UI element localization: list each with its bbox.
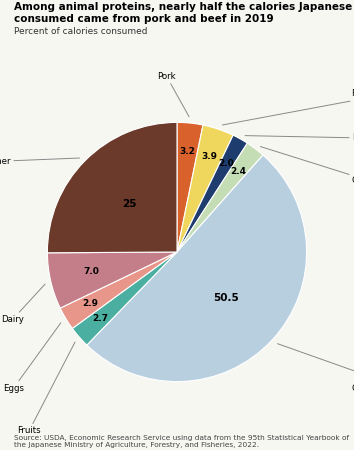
Text: Among animal proteins, nearly half the calories Japanese adults: Among animal proteins, nearly half the c… — [14, 2, 354, 12]
Wedge shape — [60, 252, 177, 328]
Text: 2.4: 2.4 — [230, 167, 246, 176]
Text: 3.9: 3.9 — [201, 152, 217, 161]
Wedge shape — [177, 143, 263, 252]
Wedge shape — [177, 125, 233, 252]
Text: Beef: Beef — [245, 134, 354, 143]
Text: consumed came from pork and beef in 2019: consumed came from pork and beef in 2019 — [14, 14, 274, 23]
Text: Pork: Pork — [157, 72, 189, 117]
Text: Cereals and vegetables: Cereals and vegetables — [278, 344, 354, 392]
Text: Other: Other — [0, 157, 80, 166]
Text: 7.0: 7.0 — [83, 267, 99, 276]
Wedge shape — [177, 122, 203, 252]
Text: 25: 25 — [122, 199, 136, 210]
Text: 50.5: 50.5 — [213, 293, 239, 303]
Text: Fruits: Fruits — [17, 342, 75, 435]
Text: Percent of calories consumed: Percent of calories consumed — [14, 27, 148, 36]
Text: Source: USDA, Economic Research Service using data from the 95th Statistical Yea: Source: USDA, Economic Research Service … — [14, 435, 349, 448]
Text: Chicken: Chicken — [261, 147, 354, 185]
Wedge shape — [47, 252, 177, 308]
Text: Eggs: Eggs — [3, 323, 61, 392]
Text: Fish and shellfish: Fish and shellfish — [222, 90, 354, 125]
Wedge shape — [87, 155, 307, 382]
Wedge shape — [72, 252, 177, 345]
Wedge shape — [47, 122, 177, 253]
Wedge shape — [177, 135, 247, 252]
Text: 2.7: 2.7 — [93, 314, 109, 323]
Text: Dairy: Dairy — [1, 284, 45, 324]
Text: 2.0: 2.0 — [218, 159, 234, 168]
Text: 3.2: 3.2 — [179, 147, 195, 156]
Text: 2.9: 2.9 — [82, 299, 98, 308]
